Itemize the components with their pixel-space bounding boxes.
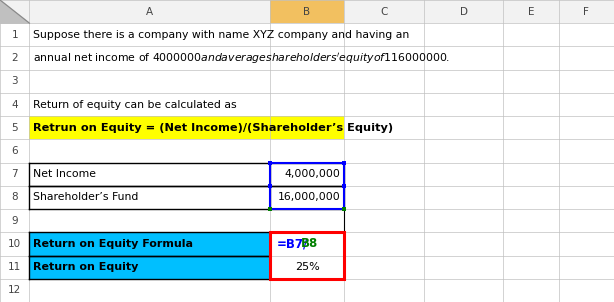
Text: 1: 1	[12, 30, 18, 40]
Text: F: F	[583, 7, 589, 17]
Text: 6: 6	[12, 146, 18, 156]
Text: 9: 9	[12, 216, 18, 226]
Bar	[270, 232, 344, 279]
Text: B8: B8	[301, 237, 318, 250]
Text: A: A	[146, 7, 154, 17]
Bar	[29, 232, 270, 255]
Polygon shape	[0, 0, 29, 23]
Bar	[270, 162, 344, 209]
Text: 10: 10	[8, 239, 21, 249]
Bar	[503, 0, 559, 23]
Bar	[29, 255, 270, 279]
Bar	[0, 0, 29, 23]
Text: 3: 3	[12, 76, 18, 86]
Text: B: B	[303, 7, 311, 17]
Bar	[559, 0, 614, 23]
Text: Net Income: Net Income	[33, 169, 96, 179]
Bar	[424, 0, 503, 23]
Text: Shareholder’s Fund: Shareholder’s Fund	[33, 192, 139, 202]
Bar	[270, 0, 344, 23]
Text: 5: 5	[12, 123, 18, 133]
Text: E: E	[528, 7, 534, 17]
Text: Return on Equity: Return on Equity	[33, 262, 139, 272]
Bar	[344, 0, 424, 23]
Text: 2: 2	[12, 53, 18, 63]
Text: 11: 11	[8, 262, 21, 272]
Text: 16,000,000: 16,000,000	[278, 192, 340, 202]
Text: C: C	[380, 7, 387, 17]
Text: Return of equity can be calculated as: Return of equity can be calculated as	[33, 100, 237, 110]
Text: Retrun on Equity = (Net Income)/(Shareholder’s Equity): Retrun on Equity = (Net Income)/(Shareho…	[33, 123, 394, 133]
Text: D: D	[459, 7, 468, 17]
Text: Return on Equity Formula: Return on Equity Formula	[33, 239, 193, 249]
Text: 7: 7	[12, 169, 18, 179]
Text: 25%: 25%	[295, 262, 319, 272]
Text: annual net income of $4000000 and average shareholders' equity of $116000000.: annual net income of $4000000 and averag…	[33, 50, 450, 66]
Text: 4,000,000: 4,000,000	[284, 169, 340, 179]
Text: 4: 4	[12, 100, 18, 110]
Text: =B7/: =B7/	[276, 237, 308, 250]
Bar	[29, 116, 344, 140]
Text: 8: 8	[12, 192, 18, 202]
Text: 12: 12	[8, 285, 21, 295]
Text: Suppose there is a company with name XYZ company and having an: Suppose there is a company with name XYZ…	[33, 30, 410, 40]
Bar	[29, 0, 270, 23]
